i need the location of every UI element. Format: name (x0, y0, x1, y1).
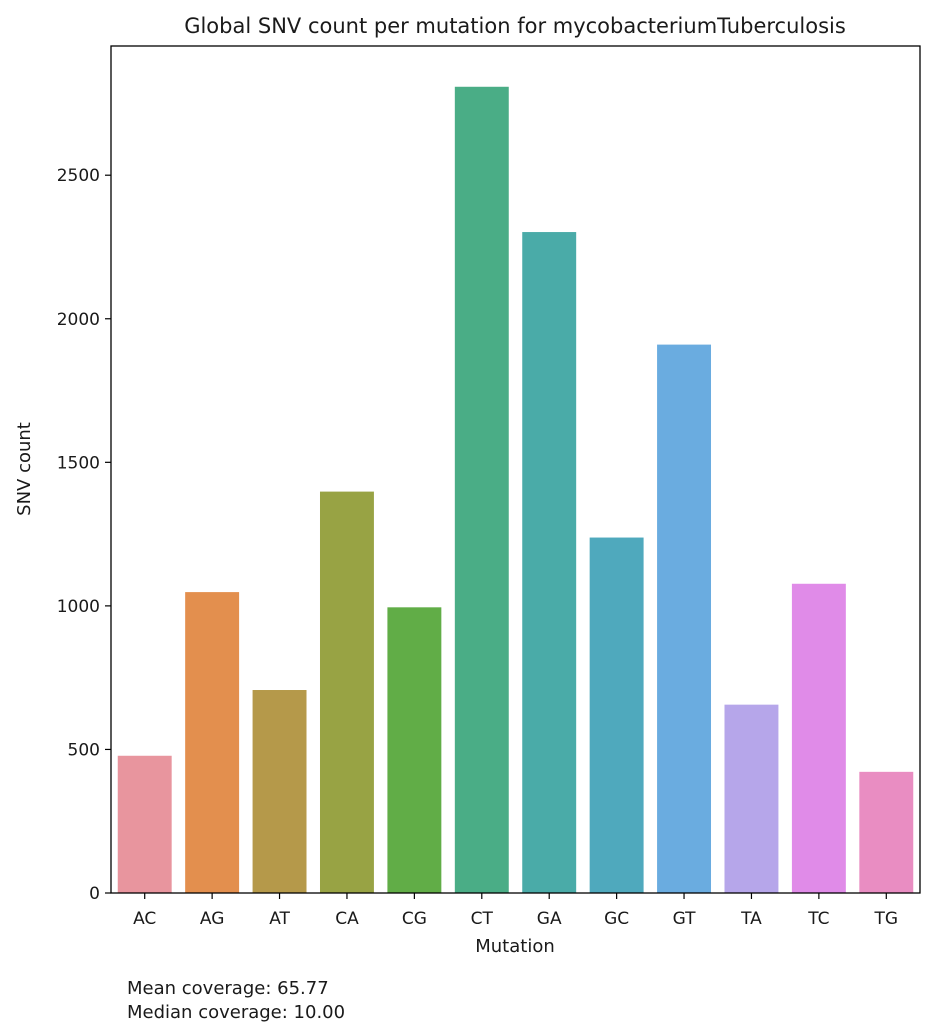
x-tick-label: GT (673, 909, 697, 929)
y-axis-label: SNV count (14, 422, 35, 516)
x-tick-label: CA (335, 909, 359, 929)
y-tick-label: 1000 (57, 597, 100, 617)
x-tick-label: GC (604, 909, 629, 929)
x-tick-label: AG (200, 909, 225, 929)
y-tick-label: 500 (68, 740, 100, 760)
x-tick-label: TG (874, 909, 899, 929)
y-tick-label: 1500 (57, 453, 100, 473)
bar-gt (657, 344, 712, 893)
bar-ag (185, 592, 240, 893)
bar-ct (454, 86, 509, 893)
bar-ta (724, 704, 779, 893)
y-axis-ticks: 0 500 1000 1500 2000 2500 (57, 166, 111, 904)
y-tick-label: 2000 (57, 310, 100, 330)
mean-coverage-note: Mean coverage: 65.77 (127, 978, 329, 999)
bar-tg (859, 771, 914, 893)
bar-gc (589, 537, 644, 893)
x-tick-label: CG (402, 909, 427, 929)
bar-tc (791, 583, 846, 893)
x-tick-label: CT (471, 909, 494, 929)
x-axis-label: Mutation (475, 936, 555, 957)
bar-cg (387, 607, 442, 893)
x-tick-label: AT (269, 909, 290, 929)
bar-ga (522, 232, 577, 894)
x-tick-label: TC (807, 909, 829, 929)
bar-at (252, 690, 307, 893)
y-tick-label: 0 (89, 884, 100, 904)
x-tick-label: TA (740, 909, 762, 929)
x-axis-ticks: AC AG AT CA CG CT GA GC GT TA TC TG (133, 893, 898, 929)
bar-ca (319, 491, 374, 893)
median-coverage-note: Median coverage: 10.00 (127, 1002, 345, 1023)
bar-ac (117, 755, 172, 893)
y-tick-label: 2500 (57, 166, 100, 186)
plot-frame (110, 45, 921, 894)
x-tick-label: AC (133, 909, 156, 929)
chart-title: Global SNV count per mutation for mycoba… (184, 14, 846, 38)
bars-group (117, 86, 914, 894)
x-tick-label: GA (537, 909, 562, 929)
